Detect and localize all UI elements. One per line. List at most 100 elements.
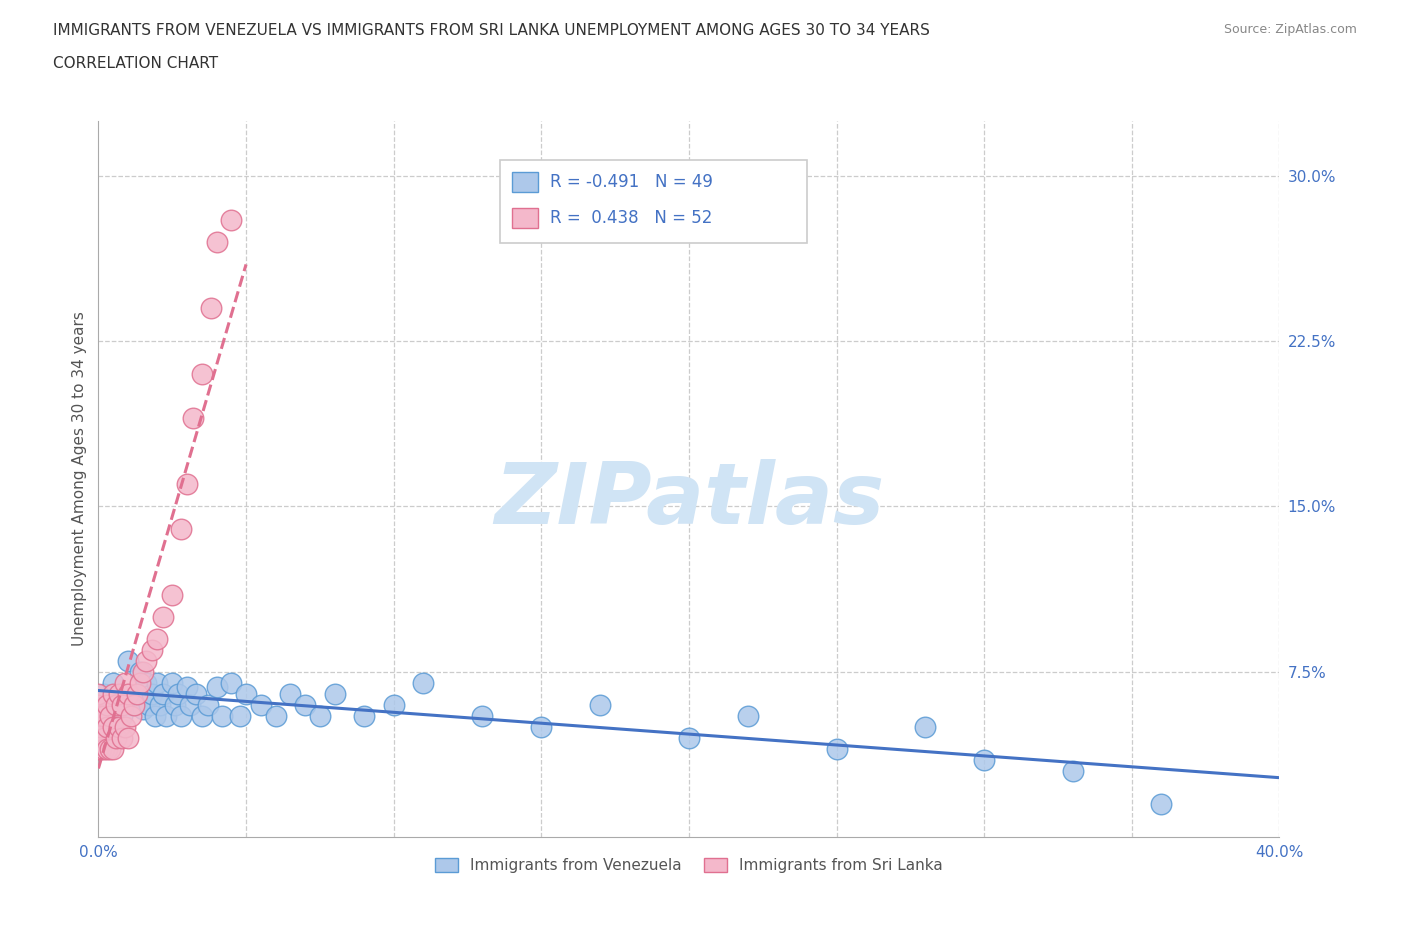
Point <box>93 741 115 756</box>
Point <box>197 698 219 712</box>
Point <box>167 686 190 701</box>
Point <box>87 730 110 745</box>
Point <box>141 643 163 658</box>
Point <box>152 686 174 701</box>
Point <box>90 730 112 745</box>
Point <box>87 709 110 724</box>
Text: ZIPatlas: ZIPatlas <box>494 458 884 542</box>
Point <box>825 741 848 756</box>
Bar <box>512 172 537 192</box>
Point <box>93 686 115 701</box>
Point <box>294 698 316 712</box>
Point <box>1150 796 1173 811</box>
Point <box>162 587 183 602</box>
Point <box>122 698 145 712</box>
Point <box>1062 764 1084 778</box>
Point <box>914 720 936 735</box>
Point <box>221 675 243 690</box>
Point <box>111 698 134 712</box>
Point <box>114 720 136 735</box>
Point <box>108 720 131 735</box>
Point <box>90 709 112 724</box>
Point <box>128 675 150 690</box>
Point <box>87 720 110 735</box>
Point <box>117 730 139 745</box>
Point <box>678 730 700 745</box>
Point <box>87 686 110 701</box>
Text: CORRELATION CHART: CORRELATION CHART <box>53 56 218 71</box>
Point <box>353 709 375 724</box>
Point <box>170 521 193 536</box>
Point <box>87 720 110 735</box>
Point <box>103 720 125 735</box>
Point <box>125 686 148 701</box>
Point <box>98 741 121 756</box>
Point <box>309 709 332 724</box>
Point <box>90 720 112 735</box>
Point <box>149 698 172 712</box>
Point <box>98 709 121 724</box>
Point <box>93 730 115 745</box>
Point <box>87 741 110 756</box>
Point <box>589 698 612 712</box>
Point <box>155 709 177 724</box>
Point <box>737 709 759 724</box>
Point <box>280 686 302 701</box>
Point <box>128 664 150 679</box>
Point <box>146 631 169 646</box>
FancyBboxPatch shape <box>501 160 807 243</box>
Text: IMMIGRANTS FROM VENEZUELA VS IMMIGRANTS FROM SRI LANKA UNEMPLOYMENT AMONG AGES 3: IMMIGRANTS FROM VENEZUELA VS IMMIGRANTS … <box>53 23 931 38</box>
Point <box>162 675 183 690</box>
Point <box>412 675 434 690</box>
Text: R =  0.438   N = 52: R = 0.438 N = 52 <box>550 208 711 227</box>
Point <box>211 709 233 724</box>
Point <box>471 709 494 724</box>
Point <box>108 686 131 701</box>
Point <box>132 702 155 717</box>
Point <box>205 234 228 249</box>
Point <box>191 366 214 381</box>
Point <box>122 698 145 712</box>
Point <box>973 752 995 767</box>
Point <box>165 698 187 712</box>
Point <box>235 686 257 701</box>
Point <box>117 653 139 668</box>
Point <box>191 709 214 724</box>
Point <box>138 698 160 712</box>
Point <box>103 741 125 756</box>
Text: Source: ZipAtlas.com: Source: ZipAtlas.com <box>1223 23 1357 36</box>
Point <box>179 698 201 712</box>
Point <box>114 675 136 690</box>
Point <box>221 213 243 228</box>
Point <box>530 720 553 735</box>
Point <box>170 709 193 724</box>
Point <box>111 709 134 724</box>
Point <box>184 686 207 701</box>
Point <box>105 730 128 745</box>
Point <box>111 730 134 745</box>
Point <box>176 477 198 492</box>
Point <box>135 675 157 690</box>
Point <box>105 698 128 712</box>
Text: R = -0.491   N = 49: R = -0.491 N = 49 <box>550 173 713 191</box>
Y-axis label: Unemployment Among Ages 30 to 34 years: Unemployment Among Ages 30 to 34 years <box>72 312 87 646</box>
Point <box>176 680 198 695</box>
Point <box>135 653 157 668</box>
Point <box>96 720 118 735</box>
Point <box>200 300 222 315</box>
Point <box>93 709 115 724</box>
Point <box>141 686 163 701</box>
Point <box>90 741 112 756</box>
Point <box>250 698 273 712</box>
Point <box>87 741 110 756</box>
Point <box>229 709 252 724</box>
Point <box>146 675 169 690</box>
Point <box>87 730 110 745</box>
Point <box>323 686 346 701</box>
Point <box>181 411 204 426</box>
Point <box>125 686 148 701</box>
Point <box>205 680 228 695</box>
Point <box>96 698 118 712</box>
Point <box>96 741 118 756</box>
Bar <box>512 207 537 228</box>
